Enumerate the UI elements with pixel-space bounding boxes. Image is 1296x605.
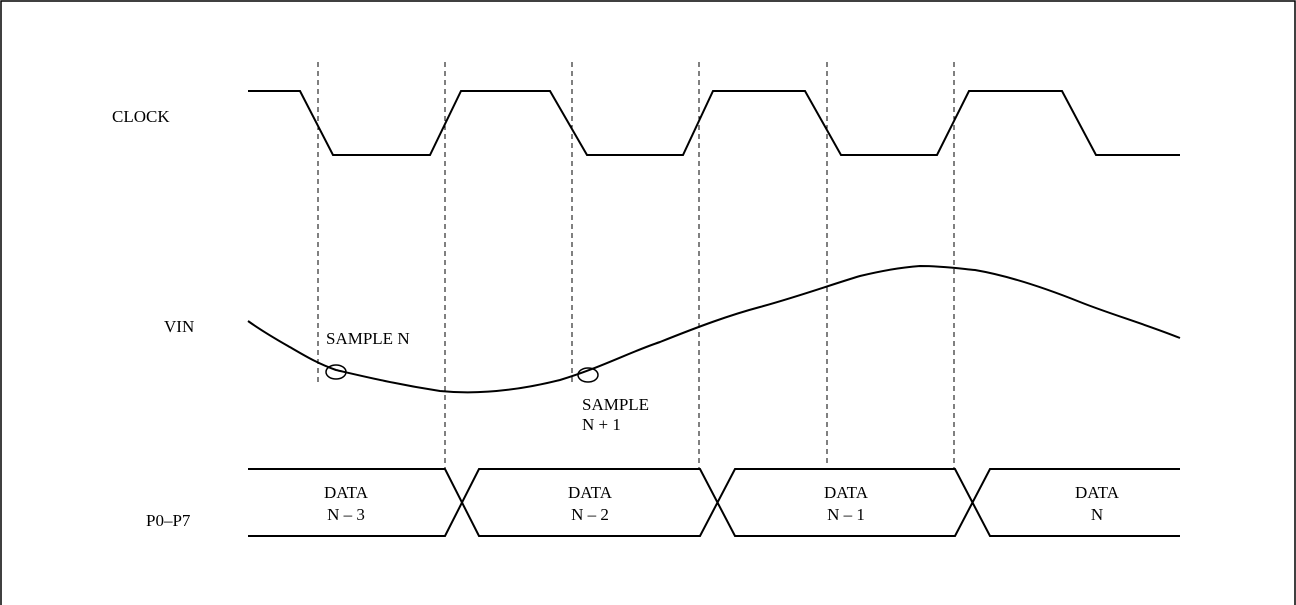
bus-label: P0–P7 [146, 511, 191, 530]
bus-data-label: DATA [1075, 483, 1120, 502]
bus-data-label: N [1091, 505, 1103, 524]
sample-label: N + 1 [582, 415, 621, 434]
bus-data-label: DATA [824, 483, 869, 502]
bus-data-label: N – 1 [827, 505, 865, 524]
vin-label: VIN [164, 317, 194, 336]
bus-data-label: DATA [568, 483, 613, 502]
bus-data-label: N – 2 [571, 505, 609, 524]
sample-point-circle [577, 367, 599, 383]
sample-label: SAMPLE [582, 395, 649, 414]
sample-point-circle [325, 364, 347, 380]
bus-data-label: N – 3 [327, 505, 365, 524]
bus-data-label: DATA [324, 483, 369, 502]
clock-label: CLOCK [112, 107, 170, 126]
sample-label: SAMPLE N [326, 329, 410, 348]
bus-waveform [248, 468, 1180, 537]
vin-waveform [247, 264, 1181, 394]
clock-waveform [248, 90, 1180, 156]
